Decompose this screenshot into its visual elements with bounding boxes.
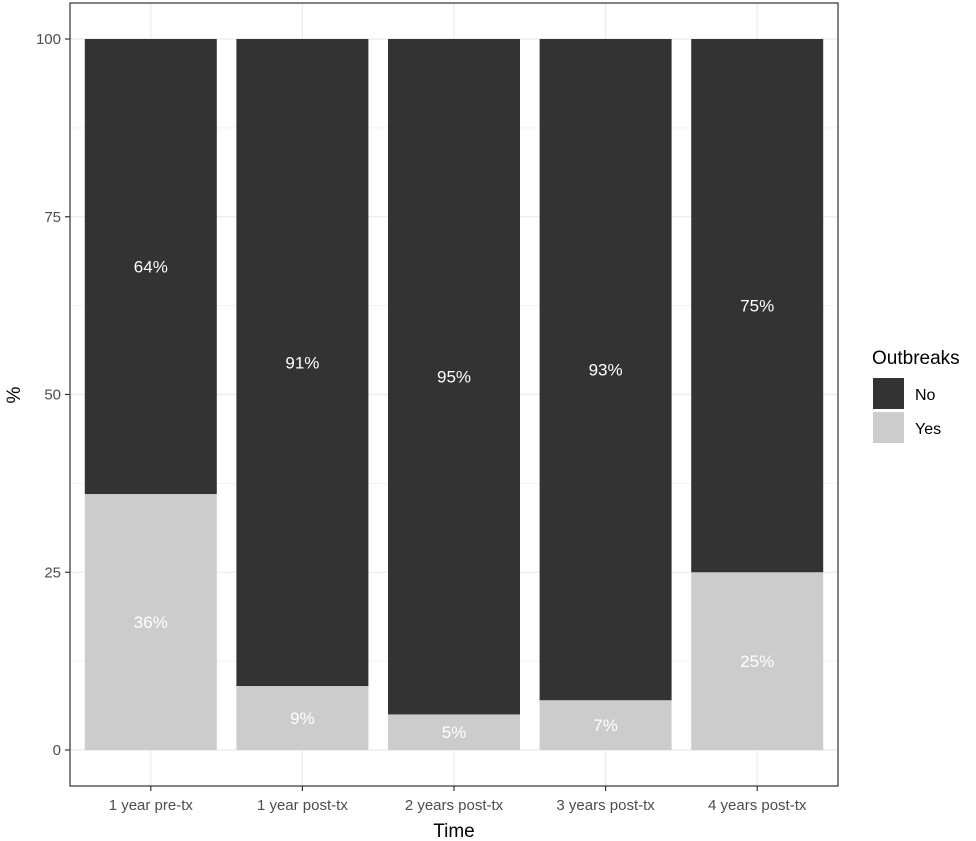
y-axis: 0 25 50 75 100 (36, 31, 70, 759)
data-label-yes-0: 36% (134, 613, 168, 632)
bar-yes-1 (236, 686, 369, 750)
bars (84, 39, 824, 750)
bar-no-1 (236, 39, 369, 687)
legend-swatch-no (873, 378, 904, 409)
bar-yes-4 (691, 572, 824, 750)
x-axis-title: Time (433, 821, 475, 841)
y-tick-label: 100 (36, 31, 61, 48)
x-tick-label: 4 years post-tx (708, 797, 807, 814)
data-label-no-3: 93% (589, 361, 623, 380)
x-tick-label: 2 years post-tx (405, 797, 504, 814)
bar-no-4 (691, 39, 824, 573)
x-tick-label: 3 years post-tx (556, 797, 655, 814)
data-label-no-4: 75% (740, 297, 774, 316)
legend-swatch-yes (873, 412, 904, 443)
bar-no-3 (539, 39, 672, 701)
y-tick-label: 0 (53, 742, 61, 759)
y-tick-label: 50 (44, 387, 61, 404)
legend-entries: No Yes (873, 378, 941, 443)
data-label-yes-4: 25% (740, 652, 774, 671)
x-axis: 1 year pre-tx 1 year post-tx 2 years post-… (109, 786, 807, 814)
bar-yes-3 (539, 700, 672, 750)
legend: Outbreaks No Yes (872, 348, 960, 443)
data-label-no-1: 91% (285, 354, 319, 373)
bar-yes-0 (84, 494, 217, 750)
legend-label-yes: Yes (915, 421, 941, 438)
legend-title: Outbreaks (872, 348, 960, 369)
bar-no-2 (388, 39, 520, 715)
data-label-no-0: 64% (134, 258, 168, 277)
legend-label-no: No (915, 387, 936, 404)
y-tick-label: 75 (44, 209, 61, 226)
y-tick-label: 25 (44, 564, 61, 581)
data-label-yes-3: 7% (593, 716, 618, 735)
data-label-yes-1: 9% (290, 709, 315, 728)
x-tick-label: 1 year pre-tx (109, 797, 194, 814)
y-axis-title: % (4, 386, 25, 403)
bar-no-0 (84, 39, 217, 495)
data-labels: 36% 9% 5% 7% 25% 64% 91% 95% 93% 75% (134, 258, 774, 743)
bar-yes-2 (388, 714, 520, 750)
data-label-yes-2: 5% (442, 723, 467, 742)
data-label-no-2: 95% (437, 368, 471, 387)
x-tick-label: 1 year post-tx (257, 797, 348, 814)
